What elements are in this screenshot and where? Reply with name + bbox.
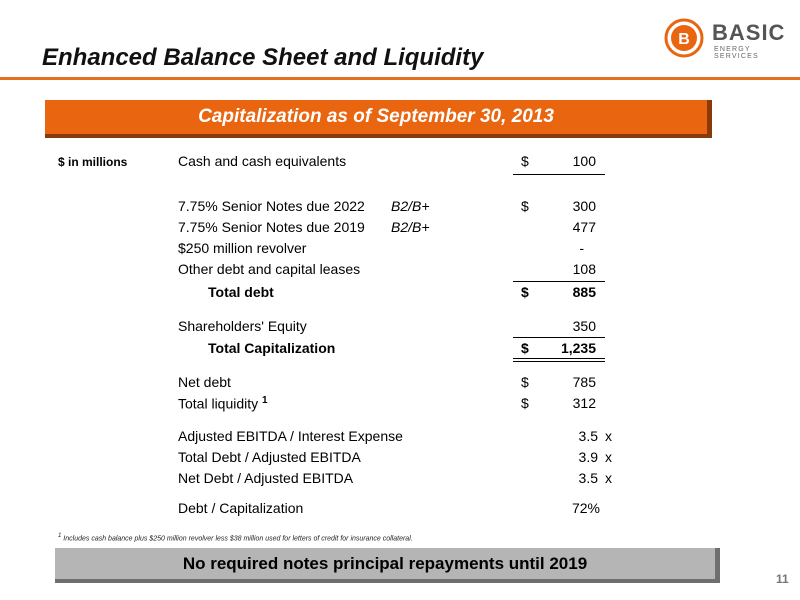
row-dollar: $ (521, 395, 529, 411)
title-divider (0, 77, 800, 80)
row-label: Total debt (208, 284, 274, 300)
double-underline-top (513, 358, 605, 359)
row-value: 100 (572, 153, 596, 169)
row-rating: B2/B+ (391, 198, 430, 214)
row-value: 477 (572, 219, 596, 235)
capitalization-banner: Capitalization as of September 30, 2013 (45, 100, 712, 138)
footnote-text: Includes cash balance plus $250 million … (63, 535, 413, 543)
row-label-text: Total liquidity (178, 395, 259, 412)
row-label: Total Capitalization (208, 340, 336, 356)
row-label: Total Debt / Adjusted EBITDA (178, 449, 361, 465)
row-value: 785 (572, 374, 596, 390)
page-number: 11 (776, 572, 789, 586)
row-label: Cash and cash equivalents (178, 153, 347, 169)
row-label: Net Debt / Adjusted EBITDA (178, 470, 354, 486)
footnote-marker: 1 (262, 395, 268, 406)
logo-b-icon: B (664, 18, 704, 58)
row-value: 3.9 (578, 449, 598, 465)
row-value: 3.5 (578, 428, 598, 444)
footer-banner: No required notes principal repayments u… (55, 548, 720, 583)
row-value: 108 (572, 261, 596, 277)
underline (513, 281, 605, 282)
row-value: 1,235 (560, 340, 596, 356)
underline (513, 174, 605, 175)
row-suffix: x (605, 470, 612, 486)
svg-text:B: B (678, 31, 690, 48)
row-value: 3.5 (578, 470, 598, 486)
logo-name: BASIC (712, 20, 786, 45)
row-label: Other debt and capital leases (178, 261, 361, 277)
row-label: Debt / Capitalization (178, 500, 304, 516)
row-value: 885 (572, 284, 596, 300)
row-dollar: $ (521, 284, 529, 300)
row-value: 72% (571, 500, 600, 516)
row-suffix: x (605, 428, 612, 444)
row-dollar: $ (521, 374, 529, 390)
row-label: 7.75% Senior Notes due 2022 (178, 198, 365, 214)
row-value: 350 (572, 318, 596, 334)
footnote: 1 Includes cash balance plus $250 millio… (58, 533, 413, 542)
row-suffix: x (605, 449, 612, 465)
logo-subtitle: ENERGY SERVICES (714, 46, 759, 60)
row-dollar: $ (521, 198, 529, 214)
page-title: Enhanced Balance Sheet and Liquidity (42, 44, 484, 71)
row-rating: B2/B+ (391, 219, 430, 235)
row-value: - (579, 240, 584, 256)
row-dollar: $ (521, 340, 529, 356)
row-label: Total liquidity 1 (178, 395, 268, 412)
row-label: 7.75% Senior Notes due 2019 (178, 219, 365, 235)
underline (513, 337, 605, 338)
double-underline-bottom (513, 361, 605, 362)
row-label: Adjusted EBITDA / Interest Expense (178, 428, 403, 444)
company-logo: B BASIC ENERGY SERVICES (664, 18, 794, 60)
units-label: $ in millions (58, 155, 128, 169)
row-label: $250 million revolver (178, 240, 307, 256)
row-label: Shareholders' Equity (178, 318, 307, 334)
row-label: Net debt (178, 374, 231, 390)
row-dollar: $ (521, 153, 529, 169)
footnote-marker: 1 (58, 533, 62, 539)
row-value: 312 (572, 395, 596, 411)
row-value: 300 (572, 198, 596, 214)
